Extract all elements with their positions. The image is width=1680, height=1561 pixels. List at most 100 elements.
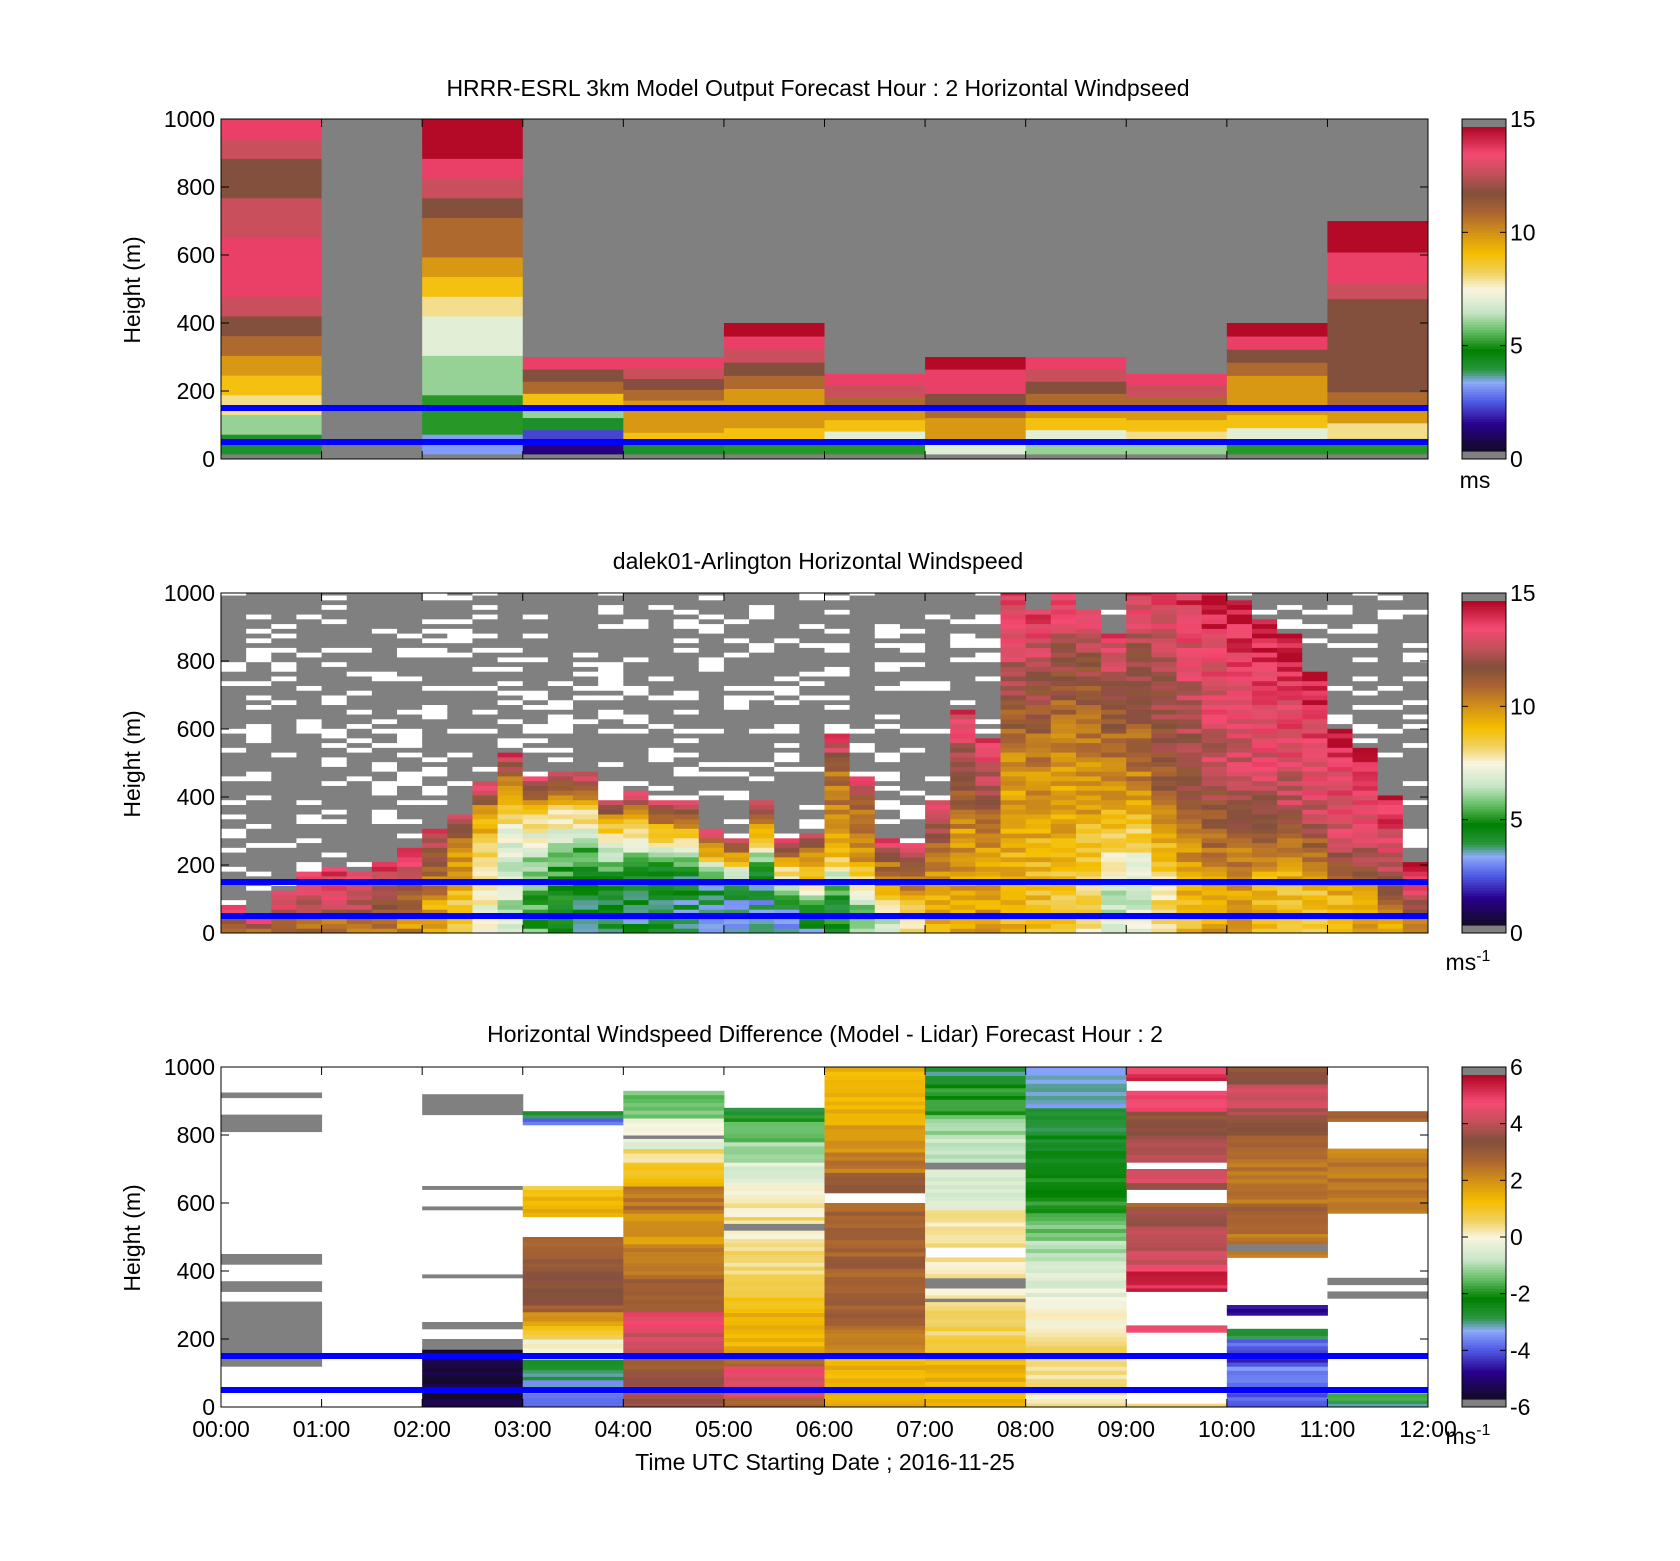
heatmap-cell [698, 780, 725, 786]
heatmap-cell [648, 628, 675, 634]
heatmap-cell [1025, 633, 1052, 639]
heatmap-cell [1050, 628, 1077, 634]
heatmap-cell [497, 809, 524, 815]
colorbar-swatch [1462, 1358, 1506, 1362]
heatmap-cell [1025, 1256, 1127, 1262]
colorbar-swatch [1462, 337, 1506, 341]
heatmap-cell [547, 804, 574, 810]
heatmap-cell [1025, 1341, 1127, 1347]
heatmap-cell [422, 1379, 524, 1384]
heatmap-cell [849, 680, 876, 686]
heatmap-cell [522, 1379, 624, 1385]
colorbar-swatch [1462, 776, 1506, 780]
heatmap-cell [925, 1322, 1027, 1328]
heatmap-cell [1402, 909, 1429, 915]
heatmap-cell [321, 718, 348, 725]
heatmap-cell [799, 714, 825, 720]
heatmap-cell [1226, 823, 1253, 829]
heatmap-cell [774, 794, 800, 801]
heatmap-cell [824, 794, 851, 801]
heatmap-cell [1327, 1181, 1429, 1187]
heatmap-cell [497, 642, 524, 648]
heatmap-cell [1126, 609, 1152, 615]
heatmap-cell [1226, 918, 1253, 924]
colorbar-swatch [1462, 1361, 1506, 1365]
heatmap-cell [598, 894, 624, 901]
heatmap-cell [1277, 771, 1303, 777]
heatmap-cell [1000, 695, 1027, 701]
heatmap-cell [623, 1270, 725, 1275]
heatmap-cell [422, 866, 448, 872]
colorbar-tick-label: 2 [1510, 1167, 1523, 1193]
heatmap-cell [824, 1231, 926, 1237]
heatmap-cell [1302, 756, 1328, 763]
heatmap-cell [925, 1269, 1027, 1275]
heatmap-cell [950, 623, 976, 629]
heatmap-cell [1151, 656, 1178, 663]
heatmap-cell [925, 690, 951, 696]
heatmap-cell [422, 899, 448, 905]
heatmap-cell [522, 923, 549, 929]
heatmap-cell [1277, 690, 1303, 696]
heatmap-cell [497, 761, 524, 767]
heatmap-cell [899, 861, 926, 867]
heatmap-cell [1050, 842, 1077, 848]
heatmap-cell [1352, 685, 1379, 691]
heatmap-cell [1251, 680, 1278, 686]
heatmap-cell [271, 866, 297, 872]
heatmap-cell [1126, 1403, 1228, 1408]
heatmap-cell [1126, 761, 1152, 767]
y-tick-label: 0 [202, 1394, 215, 1420]
heatmap-cell [1377, 766, 1404, 772]
missing-cell [925, 119, 1027, 357]
heatmap-cell [271, 761, 297, 767]
heatmap-cell [1402, 833, 1429, 839]
heatmap-cell [1050, 752, 1077, 758]
heatmap-cell [874, 775, 901, 782]
heatmap-cell [1126, 756, 1152, 763]
heatmap-cell [221, 675, 247, 682]
heatmap-cell [1151, 623, 1178, 629]
heatmap-cell [1277, 833, 1303, 839]
heatmap-cell [246, 799, 272, 805]
heatmap-cell [598, 809, 624, 815]
heatmap-cell [522, 417, 624, 431]
heatmap-cell [774, 614, 800, 620]
heatmap-cell [1226, 885, 1253, 891]
heatmap-cell [321, 847, 348, 853]
heatmap-cell [1126, 1284, 1228, 1289]
heatmap-cell [925, 809, 951, 815]
colorbar-swatch [1462, 1164, 1506, 1168]
colorbar-swatch [1462, 353, 1506, 358]
heatmap-cell [522, 1111, 624, 1116]
heatmap-cell [422, 375, 524, 396]
heatmap-cell [1352, 637, 1379, 644]
heatmap-cell [950, 871, 976, 877]
heatmap-cell [1377, 804, 1404, 810]
heatmap-cell [1226, 1370, 1328, 1375]
heatmap-cell [271, 661, 297, 667]
heatmap-cell [1277, 804, 1303, 810]
heatmap-cell [925, 1273, 1027, 1279]
heatmap-cell [925, 728, 951, 734]
heatmap-cell [1402, 733, 1429, 739]
heatmap-cell [1402, 809, 1429, 815]
colorbar-swatch [1462, 768, 1506, 772]
heatmap-cell [975, 856, 1002, 863]
heatmap-cell [975, 899, 1002, 905]
colorbar-swatch [1462, 655, 1506, 659]
heatmap-cell [723, 804, 750, 810]
heatmap-cell [1050, 780, 1077, 786]
heatmap-cell [522, 628, 549, 634]
heatmap-cell [346, 652, 373, 658]
heatmap-cell [321, 609, 348, 615]
colorbar-swatch [1462, 410, 1506, 414]
heatmap-cell [749, 642, 775, 648]
heatmap-cell [899, 752, 926, 758]
heatmap-cell [698, 593, 725, 596]
heatmap-cell [422, 894, 448, 901]
heatmap-cell [1151, 837, 1178, 844]
heatmap-cell [522, 799, 549, 805]
colorbar-swatch [1462, 1331, 1506, 1335]
heatmap-cell [598, 704, 624, 710]
